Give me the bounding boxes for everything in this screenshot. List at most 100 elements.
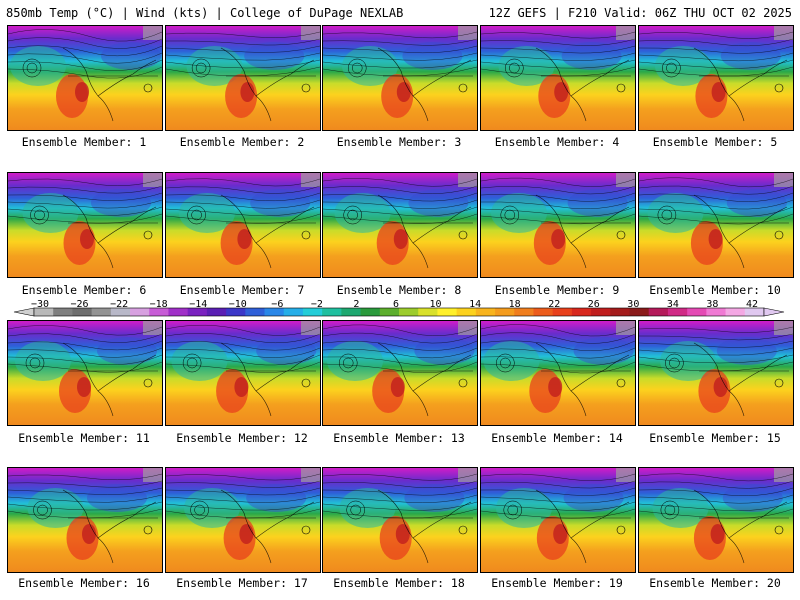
member-panel bbox=[7, 172, 163, 278]
colorbar-label: 38 bbox=[706, 300, 718, 310]
member-caption: Ensemble Member: 19 bbox=[491, 576, 623, 590]
member-caption: Ensemble Member: 5 bbox=[652, 135, 778, 149]
member-caption: Ensemble Member: 11 bbox=[18, 431, 150, 445]
member-map bbox=[8, 26, 162, 130]
member-caption: Ensemble Member: 13 bbox=[333, 431, 465, 445]
member-map bbox=[166, 321, 320, 425]
member-map bbox=[8, 173, 162, 277]
colorbar-swatch bbox=[533, 308, 554, 316]
member-map bbox=[481, 26, 635, 130]
member-panel bbox=[322, 320, 478, 426]
colorbar-swatch bbox=[418, 308, 438, 316]
member-panel bbox=[638, 172, 794, 278]
member-map bbox=[481, 173, 635, 277]
colorbar-swatch bbox=[168, 308, 189, 316]
colorbar-swatch bbox=[34, 308, 54, 316]
member-caption: Ensemble Member: 16 bbox=[18, 576, 150, 590]
colorbar-swatch bbox=[495, 308, 515, 316]
colorbar-label: −18 bbox=[150, 300, 168, 310]
member-map bbox=[639, 26, 793, 130]
colorbar-swatch bbox=[322, 308, 342, 316]
colorbar-swatch bbox=[687, 308, 707, 316]
colorbar-swatch bbox=[341, 308, 361, 316]
colorbar-swatch bbox=[130, 308, 150, 316]
member-map bbox=[481, 321, 635, 425]
member-caption: Ensemble Member: 2 bbox=[179, 135, 305, 149]
colorbar-swatch bbox=[552, 308, 573, 316]
colorbar-swatch bbox=[110, 308, 131, 316]
member-panel bbox=[165, 172, 321, 278]
member-caption: Ensemble Member: 4 bbox=[494, 135, 620, 149]
member-panel bbox=[638, 320, 794, 426]
colorbar-swatch bbox=[571, 308, 592, 316]
colorbar-label: −22 bbox=[110, 300, 128, 310]
colorbar: −30 −26 −22 −18 −14 −10 −6 −2 2 6 10 14 18 22 26 30 34 38… bbox=[0, 300, 800, 322]
colorbar-swatch bbox=[629, 308, 650, 316]
member-caption: Ensemble Member: 15 bbox=[649, 431, 781, 445]
member-caption: Ensemble Member: 3 bbox=[336, 135, 462, 149]
colorbar-label: 42 bbox=[746, 300, 758, 310]
member-caption: Ensemble Member: 7 bbox=[179, 283, 305, 297]
colorbar-swatch bbox=[360, 308, 381, 316]
member-caption: Ensemble Member: 10 bbox=[649, 283, 781, 297]
colorbar-svg: −30 −26 −22 −18 −14 −10 −6 −2 2 6 10 14 18 22 26 30 34 38… bbox=[13, 300, 785, 317]
member-panel bbox=[7, 320, 163, 426]
colorbar-swatch bbox=[302, 308, 323, 316]
colorbar-label: 34 bbox=[667, 300, 679, 310]
colorbar-swatch bbox=[744, 308, 765, 316]
colorbar-label: −30 bbox=[31, 300, 49, 310]
member-panel bbox=[480, 320, 636, 426]
colorbar-label: 26 bbox=[588, 300, 600, 310]
colorbar-label: 18 bbox=[509, 300, 521, 310]
member-panel bbox=[322, 467, 478, 573]
member-caption: Ensemble Member: 8 bbox=[336, 283, 462, 297]
colorbar-swatch bbox=[610, 308, 630, 316]
colorbar-swatch bbox=[283, 308, 304, 316]
colorbar-label: 2 bbox=[353, 300, 359, 310]
member-map bbox=[639, 173, 793, 277]
member-panel bbox=[322, 25, 478, 131]
colorbar-swatch bbox=[53, 308, 73, 316]
colorbar-label: −26 bbox=[71, 300, 89, 310]
colorbar-swatch bbox=[245, 308, 265, 316]
member-panel bbox=[480, 172, 636, 278]
member-panel bbox=[165, 25, 321, 131]
member-map bbox=[8, 321, 162, 425]
member-panel bbox=[7, 467, 163, 573]
colorbar-label: 14 bbox=[469, 300, 481, 310]
member-map bbox=[323, 26, 477, 130]
colorbar-label: −10 bbox=[229, 300, 247, 310]
member-caption: Ensemble Member: 6 bbox=[21, 283, 147, 297]
colorbar-swatch bbox=[667, 308, 688, 316]
colorbar-swatch bbox=[591, 308, 611, 316]
member-caption: Ensemble Member: 20 bbox=[649, 576, 781, 590]
colorbar-label: −14 bbox=[189, 300, 207, 310]
colorbar-swatch bbox=[91, 308, 112, 316]
member-map bbox=[166, 468, 320, 572]
member-panel bbox=[165, 467, 321, 573]
member-caption: Ensemble Member: 1 bbox=[21, 135, 147, 149]
colorbar-label: 6 bbox=[393, 300, 399, 310]
title-right: 12Z GEFS | F210 Valid: 06Z THU OCT 02 20… bbox=[488, 6, 792, 20]
member-map bbox=[323, 321, 477, 425]
member-caption: Ensemble Member: 14 bbox=[491, 431, 623, 445]
member-map bbox=[323, 173, 477, 277]
member-caption: Ensemble Member: 12 bbox=[176, 431, 308, 445]
member-map bbox=[166, 173, 320, 277]
colorbar-swatch bbox=[456, 308, 477, 316]
colorbar-swatch bbox=[72, 308, 93, 316]
colorbar-swatch bbox=[725, 308, 746, 316]
colorbar-swatch bbox=[475, 308, 496, 316]
member-caption: Ensemble Member: 17 bbox=[176, 576, 308, 590]
title-left: 850mb Temp (°C) | Wind (kts) | College o… bbox=[6, 6, 404, 20]
member-map bbox=[166, 26, 320, 130]
colorbar-swatch bbox=[706, 308, 726, 316]
colorbar-swatch bbox=[264, 308, 285, 316]
colorbar-swatch bbox=[206, 308, 227, 316]
colorbar-swatch bbox=[437, 308, 458, 316]
member-map bbox=[8, 468, 162, 572]
member-panel bbox=[322, 172, 478, 278]
colorbar-arrow-right bbox=[763, 307, 785, 317]
colorbar-label: 22 bbox=[548, 300, 560, 310]
member-panel bbox=[480, 25, 636, 131]
